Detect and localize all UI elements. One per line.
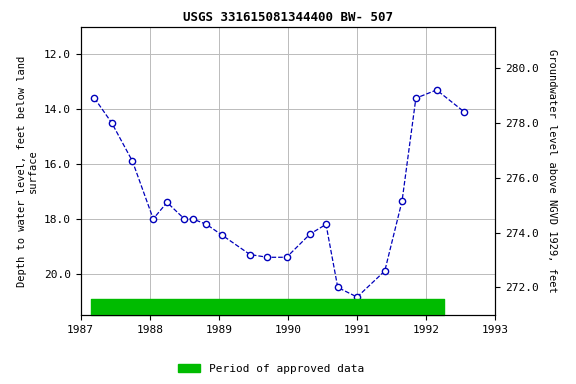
Legend: Period of approved data: Period of approved data — [173, 359, 368, 379]
Y-axis label: Groundwater level above NGVD 1929, feet: Groundwater level above NGVD 1929, feet — [547, 49, 557, 293]
Y-axis label: Depth to water level, feet below land
surface: Depth to water level, feet below land su… — [17, 55, 39, 286]
Title: USGS 331615081344400 BW- 507: USGS 331615081344400 BW- 507 — [183, 11, 393, 24]
